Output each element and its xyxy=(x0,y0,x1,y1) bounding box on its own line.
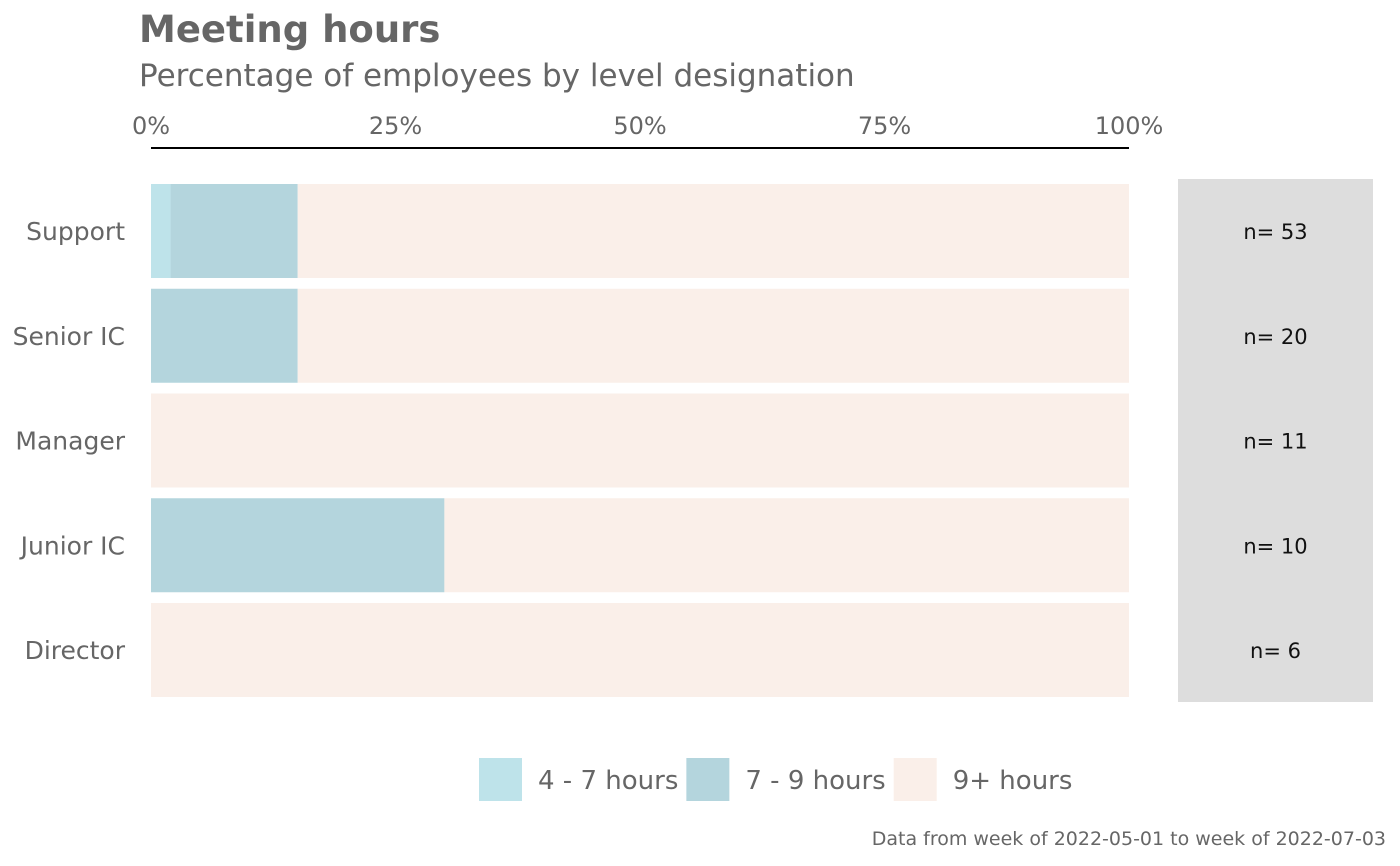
bar-segment xyxy=(151,184,171,278)
chart-caption: Data from week of 2022-05-01 to week of … xyxy=(871,828,1386,850)
y-tick-label: Junior IC xyxy=(19,531,125,560)
count-panel-background xyxy=(1178,179,1373,702)
bar-segment xyxy=(151,288,298,383)
legend-key xyxy=(686,758,730,801)
count-label: n= 10 xyxy=(1243,534,1307,558)
bar-segment xyxy=(297,288,1129,383)
chart-title: Meeting hours xyxy=(139,8,441,51)
x-tick-label: 25% xyxy=(369,112,422,140)
bar-segment xyxy=(151,498,445,593)
count-label: n= 11 xyxy=(1243,430,1307,454)
x-tick-label: 100% xyxy=(1095,112,1164,140)
chart-subtitle: Percentage of employees by level designa… xyxy=(139,58,855,94)
y-axis-labels: Support Senior IC Manager Junior IC Director xyxy=(13,217,126,665)
legend-label: 4 - 7 hours xyxy=(538,766,678,796)
legend-key xyxy=(893,758,937,801)
legend-key xyxy=(479,758,522,801)
bar-segment xyxy=(151,603,1129,697)
bar-segment xyxy=(444,498,1129,593)
bar-segment xyxy=(297,184,1129,278)
bar-segment xyxy=(151,393,1129,488)
y-tick-label: Support xyxy=(26,217,125,246)
x-axis: 0% 25% 50% 75% 100% xyxy=(132,112,1164,149)
legend-label: 9+ hours xyxy=(953,766,1073,796)
bar-segment xyxy=(170,184,298,278)
y-tick-label: Senior IC xyxy=(13,322,125,351)
count-label: n= 6 xyxy=(1250,639,1301,663)
count-label: n= 53 xyxy=(1243,220,1307,244)
y-tick-label: Director xyxy=(25,636,126,665)
bars xyxy=(151,184,1129,697)
x-tick-label: 50% xyxy=(613,112,666,140)
count-label: n= 20 xyxy=(1243,325,1307,349)
y-tick-label: Manager xyxy=(15,427,125,456)
x-tick-label: 0% xyxy=(132,112,170,140)
legend-label: 7 - 9 hours xyxy=(745,766,885,796)
legend: 4 - 7 hours 7 - 9 hours 9+ hours xyxy=(479,758,1072,801)
x-tick-label: 75% xyxy=(858,112,911,140)
count-panel: n= 53 n= 20 n= 11 n= 10 n= 6 xyxy=(1178,179,1373,702)
